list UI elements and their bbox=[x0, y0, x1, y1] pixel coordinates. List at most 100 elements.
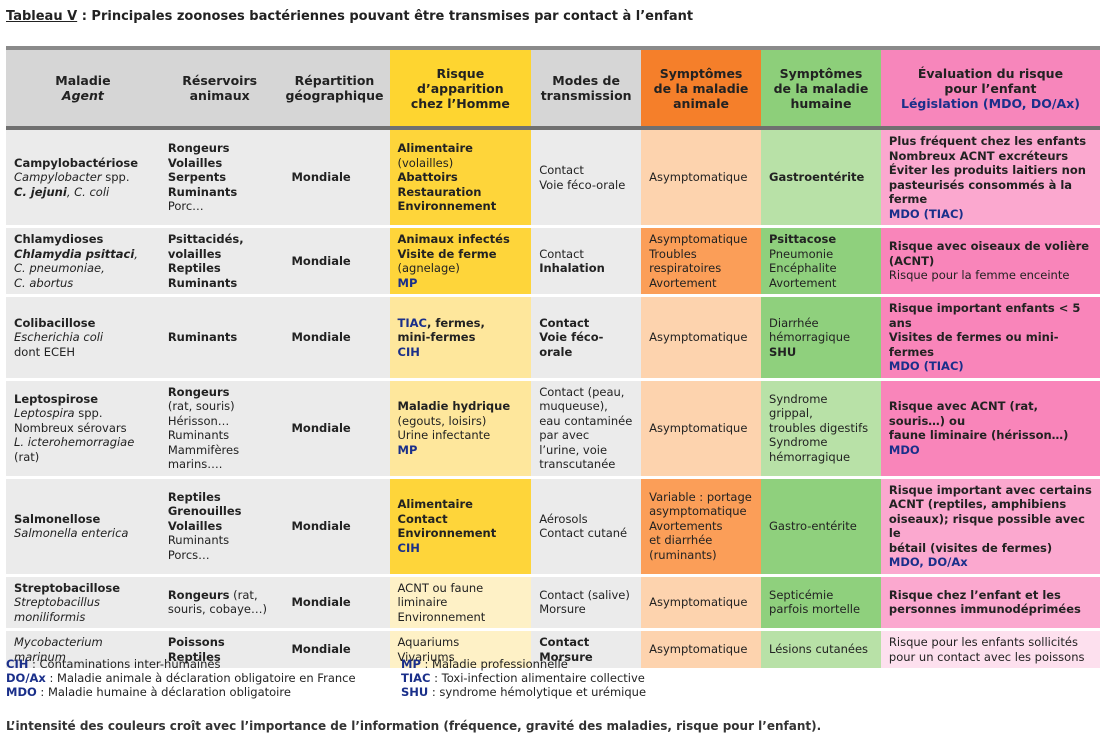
cell-transmission-modes: Contact Voie féco-orale bbox=[531, 128, 642, 228]
table-row: Salmonellose Salmonella enterica Reptiles G… bbox=[6, 477, 1100, 577]
cell-text: Morsure bbox=[539, 649, 593, 664]
table-caption: Tableau V : Principales zoonoses bactéri… bbox=[6, 9, 693, 24]
cell-animal-symptoms: Asymptomatique bbox=[641, 575, 762, 631]
cell-text: Maladie bbox=[55, 73, 111, 88]
cell-line: Salmonella enterica bbox=[14, 526, 152, 541]
cell-text: Contact (peau, bbox=[539, 384, 625, 399]
cell-line: Maladie bbox=[12, 73, 154, 88]
cell-line: Visite de ferme bbox=[398, 247, 524, 262]
cell-text: Urine infectante bbox=[397, 428, 491, 442]
legend-item: CIH : Contaminations inter-humaines bbox=[6, 657, 356, 671]
table-row: Streptobacillose Streptobacillus monilifor… bbox=[6, 575, 1100, 631]
legend-definition: : Contaminations inter-humaines bbox=[28, 657, 221, 671]
cell-child-risk-assessment: Risque avec oiseaux de volière (ACNT) Risq… bbox=[880, 226, 1100, 297]
cell-human-symptoms: Psittacose Pneumonie Encéphalite Avortement bbox=[761, 226, 881, 297]
table-number: Tableau V bbox=[6, 9, 78, 24]
cell-line: L. icterohemorragiae bbox=[14, 435, 152, 450]
cell-line: Volailles bbox=[168, 519, 272, 534]
cell-text: Pneumonie bbox=[769, 246, 834, 261]
cell-text: Visites de fermes ou mini-fermes bbox=[888, 330, 1059, 359]
cell-line: chez l’Homme bbox=[396, 96, 526, 111]
cell-line: Modes de bbox=[537, 73, 635, 88]
cell-line: Ruminants bbox=[168, 185, 272, 200]
cell-text: personnes immunodéprimées bbox=[888, 602, 1081, 617]
cell-text: Salmonella enterica bbox=[14, 526, 129, 540]
cell-animal-symptoms: Asymptomatique bbox=[641, 379, 762, 479]
cell-animal-symptoms: Asymptomatique Troubles respiratoires Avort… bbox=[641, 226, 762, 297]
legend-abbr: SHU bbox=[401, 685, 429, 699]
cell-disease-agent: Salmonellose Salmonella enterica bbox=[6, 477, 160, 577]
cell-text: Psittacidés, bbox=[167, 232, 244, 246]
cell-transmission-modes: Contact (salive) Morsure bbox=[531, 575, 642, 631]
cell-animal-reservoirs: Reptiles Grenouilles Volailles Ruminants Por… bbox=[159, 477, 280, 577]
cell-line: hémorragique bbox=[769, 450, 873, 465]
cell-line: Alimentaire bbox=[398, 141, 524, 156]
cell-human-symptoms: Gastro-entérite bbox=[761, 477, 881, 577]
cell-text: Contact bbox=[539, 635, 590, 649]
cell-line: parfois mortelle bbox=[769, 602, 873, 617]
cell-text: Septicémie bbox=[769, 587, 834, 602]
cell-transmission-modes: Contact (peau, muqueuse), eau contaminée pa… bbox=[531, 379, 642, 479]
cell-animal-reservoirs: Ruminants bbox=[159, 295, 280, 381]
cell-animal-symptoms: Asymptomatique bbox=[641, 128, 762, 228]
cell-text: Salmonellose bbox=[14, 511, 101, 526]
cell-line: eau contaminée bbox=[539, 414, 633, 429]
cell-line: Colibacillose bbox=[14, 316, 152, 331]
cell-line: marinum bbox=[14, 650, 152, 665]
cell-line: Mondiale bbox=[291, 330, 381, 345]
cell-text: (rat) bbox=[14, 449, 40, 464]
cell-text: Contact bbox=[539, 315, 590, 330]
cell-text: Inhalation bbox=[539, 261, 605, 275]
cell-line: d’apparition bbox=[396, 81, 526, 96]
cell-line: Contact bbox=[539, 163, 633, 178]
cell-line: Leptospira spp. bbox=[14, 406, 152, 421]
cell-text: Serpents bbox=[167, 170, 227, 185]
cell-line: Reptiles bbox=[168, 490, 272, 505]
cell-text: Mondiale bbox=[291, 330, 351, 344]
cell-line: Serpents bbox=[168, 170, 272, 185]
cell-text: muqueuse), bbox=[539, 399, 608, 413]
cell-line: liminaire bbox=[398, 595, 524, 610]
cell-transmission-modes: Contact Morsure bbox=[531, 629, 642, 671]
cell-text: Risque chez l’enfant et les bbox=[888, 587, 1061, 602]
cell-text: bétail (visites de fermes) bbox=[888, 540, 1053, 555]
legend-item: SHU : syndrome hémolytique et urémique bbox=[401, 685, 646, 699]
cell-line: Mammifères bbox=[168, 443, 272, 458]
abbreviation-text: CIH bbox=[397, 344, 420, 359]
cell-line: Risque avec ACNT (rat, souris…) ou bbox=[889, 399, 1092, 428]
cell-line: Reptiles bbox=[168, 261, 272, 276]
cell-geographic-distribution: Mondiale bbox=[279, 295, 390, 381]
cell-line: Répartition bbox=[285, 73, 383, 88]
cell-text: hémorragique bbox=[769, 330, 851, 344]
abbreviation-text: MDO bbox=[888, 442, 920, 457]
table-row: Leptospirose Leptospira spp. Nombreux séro… bbox=[6, 379, 1100, 479]
cell-disease-agent: Streptobacillose Streptobacillus monilifor… bbox=[6, 575, 160, 631]
cell-human-risk: TIAC, fermes, mini-fermes CIH bbox=[389, 295, 532, 381]
cell-line: Rongeurs (rat, bbox=[168, 588, 272, 603]
cell-animal-reservoirs: Psittacidés, volailles Reptiles Ruminants bbox=[159, 226, 280, 297]
cell-line: transcutanée bbox=[539, 457, 633, 472]
cell-line: asymptomatique bbox=[649, 504, 753, 519]
cell-text: Colibacillose bbox=[14, 315, 96, 330]
legend-item: DO/Ax : Maladie animale à déclaration ob… bbox=[6, 671, 356, 685]
cell-line: Rongeurs bbox=[168, 141, 272, 156]
cell-text: Leptospirose bbox=[14, 391, 98, 406]
cell-line: souris, cobaye…) bbox=[168, 602, 272, 617]
cell-line: MDO (TIAC) bbox=[889, 207, 1092, 222]
cell-line: Mondiale bbox=[291, 170, 381, 185]
cell-text: Ruminants bbox=[167, 275, 238, 290]
cell-human-symptoms: Septicémie parfois mortelle bbox=[761, 575, 881, 631]
cell-geographic-distribution: Mondiale bbox=[279, 575, 390, 631]
cell-line: Streptobacillose bbox=[14, 581, 152, 596]
cell-text: liminaire bbox=[397, 595, 448, 609]
cell-human-symptoms: Diarrhée hémorragique SHU bbox=[761, 295, 881, 381]
cell-text: pasteurisés consommés à la ferme bbox=[888, 177, 1073, 207]
legend-definition: : Maladie animale à déclaration obligato… bbox=[45, 671, 356, 685]
cell-text: Aérosols bbox=[539, 511, 588, 526]
cell-text: Ruminants bbox=[167, 184, 238, 199]
cell-line: Risque pour la femme enceinte bbox=[889, 268, 1092, 283]
cell-line: (rat, souris) bbox=[168, 399, 272, 414]
cell-line: (ACNT) bbox=[889, 254, 1092, 269]
cell-line: Avortement bbox=[769, 276, 873, 291]
cell-line: Troubles bbox=[649, 247, 753, 262]
